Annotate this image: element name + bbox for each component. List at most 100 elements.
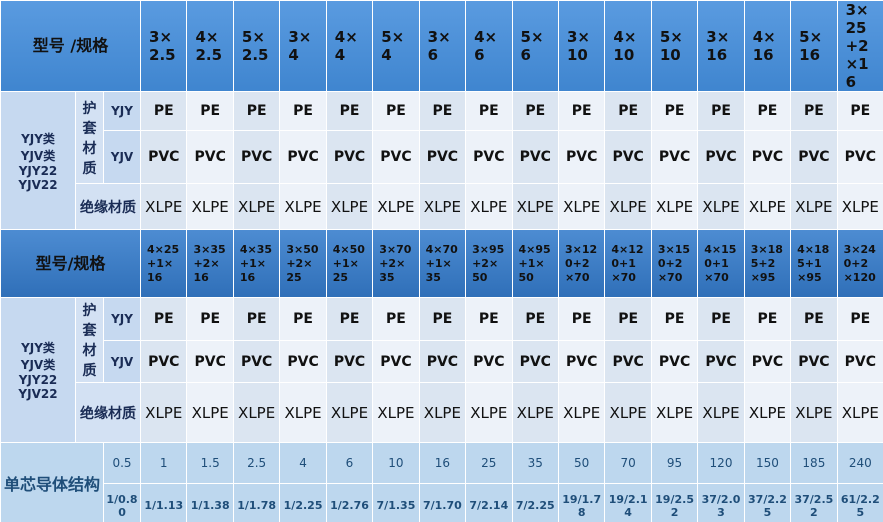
material-cell: PVC: [743, 340, 792, 383]
structure-cell: 1/1.13: [140, 483, 188, 522]
size-cell: 35: [511, 442, 559, 484]
spec-cell: 5×2.5: [232, 0, 281, 92]
insulation-cell: XLPE: [836, 382, 883, 443]
insulation-cell: XLPE: [418, 382, 467, 443]
structure-cell: 19/2.52: [650, 483, 699, 522]
spec-cell: 3×4: [279, 0, 327, 92]
insulation-cell: XLPE: [557, 382, 606, 443]
insulation-cell: XLPE: [465, 183, 513, 230]
material-label: YJY: [102, 297, 142, 341]
structure-cell: 7/1.35: [372, 483, 420, 522]
table-row: 绝缘材质 XLPE XLPE XLPE XLPE XLPE XLPE XLPE XLPE XLPE…: [1, 183, 883, 230]
material-cell: PVC: [790, 340, 838, 383]
material-cell: PVC: [511, 130, 559, 184]
insulation-cell: XLPE: [325, 183, 374, 230]
spec-cell: 3×240+2×120: [836, 229, 883, 298]
structure-cell: 37/2.25: [743, 483, 792, 522]
spec-cell: 3×70+2×35: [372, 229, 420, 298]
material-cell: PE: [604, 297, 652, 341]
material-cell: PE: [372, 297, 420, 341]
material-cell: PVC: [465, 340, 513, 383]
size-cell: 0.5: [102, 442, 142, 484]
insulation-cell: XLPE: [232, 183, 281, 230]
material-cell: PVC: [418, 340, 467, 383]
group-line: YJY类: [21, 341, 55, 355]
material-cell: PVC: [372, 340, 420, 383]
spec-cell: 3×95+2×50: [465, 229, 513, 298]
group-line: YJY22: [18, 163, 58, 178]
size-cell: 120: [697, 442, 745, 484]
sheath-label: 护套材质: [75, 297, 104, 383]
material-cell: PVC: [790, 130, 838, 184]
insulation-cell: XLPE: [186, 183, 234, 230]
size-cell: 50: [557, 442, 606, 484]
structure-cell: 1/1.38: [186, 483, 234, 522]
material-cell: PVC: [650, 340, 699, 383]
material-cell: PVC: [557, 340, 606, 383]
insulation-cell: XLPE: [650, 183, 699, 230]
material-cell: PVC: [279, 130, 327, 184]
size-cell: 6: [325, 442, 374, 484]
material-cell: PE: [743, 297, 792, 341]
table-row: 1/0.80 1/1.13 1/1.38 1/1.78 1/2.25 1/2.76 7/1.…: [1, 483, 883, 522]
material-cell: PVC: [232, 340, 281, 383]
size-cell: 1: [140, 442, 188, 484]
material-cell: PE: [697, 91, 745, 131]
spec-cell: 4×35+1×16: [232, 229, 281, 298]
insulation-cell: XLPE: [650, 382, 699, 443]
spec-cell: 4×95+1×50: [511, 229, 559, 298]
spec-cell: 4×150+1×70: [697, 229, 745, 298]
structure-cell: 7/1.70: [418, 483, 467, 522]
group-line: YJY22: [18, 373, 58, 387]
insulation-cell: XLPE: [140, 382, 188, 443]
spec-cell: 3×16: [697, 0, 745, 92]
insulation-cell: XLPE: [604, 382, 652, 443]
material-cell: PVC: [418, 130, 467, 184]
spec-cell: 3×25+2×16: [836, 0, 883, 92]
material-cell: PE: [511, 297, 559, 341]
material-cell: PE: [232, 297, 281, 341]
insulation-cell: XLPE: [325, 382, 374, 443]
material-cell: PE: [604, 91, 652, 131]
size-cell: 150: [743, 442, 792, 484]
material-cell: PVC: [140, 130, 188, 184]
material-cell: PE: [418, 297, 467, 341]
material-cell: PVC: [279, 340, 327, 383]
structure-cell: 7/2.25: [511, 483, 559, 522]
group-line: YJV22: [18, 177, 58, 192]
spec-cell: 5×6: [511, 0, 559, 92]
group-label: YJY类 YJV类 YJY22 YJV22: [0, 91, 76, 230]
group-line: YJV22: [18, 387, 58, 401]
group-line: YJV类: [20, 148, 56, 163]
insulation-cell: XLPE: [743, 382, 792, 443]
material-cell: PVC: [697, 130, 745, 184]
spec-cell: 5×4: [372, 0, 420, 92]
spec-cell: 3×50+2×25: [279, 229, 327, 298]
structure-cell: 1/1.78: [232, 483, 281, 522]
spec-cell: 4×6: [465, 0, 513, 92]
material-cell: PVC: [557, 130, 606, 184]
material-cell: PVC: [186, 340, 234, 383]
spec-cell: 4×70+1×35: [418, 229, 467, 298]
material-cell: PE: [279, 91, 327, 131]
insulation-cell: XLPE: [604, 183, 652, 230]
material-cell: PVC: [743, 130, 792, 184]
size-cell: 70: [604, 442, 652, 484]
table-row: 型号/规格 4×25+1×16 3×35+2×16 4×35+1×16 3×50+2×2…: [0, 229, 883, 298]
spec-cell: 4×25+1×16: [140, 229, 188, 298]
spec-cell: 3×10: [557, 0, 606, 92]
material-cell: PVC: [511, 340, 559, 383]
spec-cell: 3×6: [418, 0, 467, 92]
table-row: 型号 /规格 3×2.5 4×2.5 5×2.5 3×4 4×4 5×4 3×6 4×6 5×6 3…: [0, 0, 883, 92]
group-line: YJY类: [21, 131, 55, 146]
material-cell: PE: [140, 91, 188, 131]
size-cell: 240: [836, 442, 883, 484]
structure-cell: 1/0.80: [102, 483, 142, 522]
material-cell: PE: [232, 91, 281, 131]
material-cell: PVC: [650, 130, 699, 184]
material-cell: PVC: [697, 340, 745, 383]
material-cell: PVC: [836, 340, 883, 383]
material-cell: PE: [186, 297, 234, 341]
material-cell: PE: [465, 297, 513, 341]
conductor-label: 单芯导体结构: [0, 442, 104, 522]
